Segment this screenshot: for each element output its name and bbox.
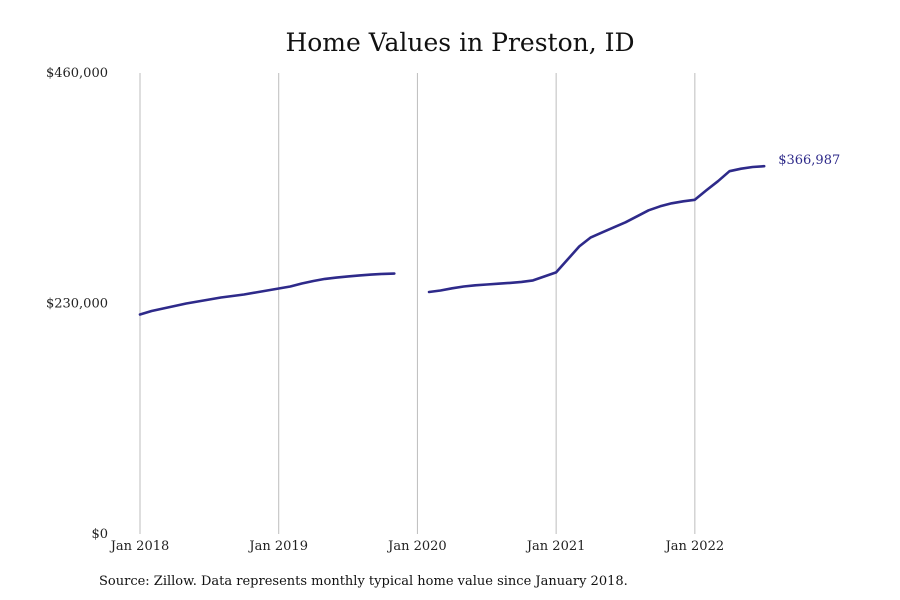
y-axis-ticks: $0 $230,000 $460,000 <box>46 66 108 542</box>
chart-title: Home Values in Preston, ID <box>285 28 634 57</box>
end-value-label: $366,987 <box>778 153 840 168</box>
source-note: Source: Zillow. Data represents monthly … <box>99 574 628 589</box>
series-layer <box>138 164 766 316</box>
x-tick-label: Jan 2022 <box>664 539 725 554</box>
x-axis-ticks: Jan 2018 Jan 2019 Jan 2020 Jan 2021 Jan 2022 <box>109 539 724 554</box>
y-tick-label: $230,000 <box>46 297 108 312</box>
x-tick-label: Jan 2018 <box>109 539 170 554</box>
series-line <box>427 164 766 294</box>
y-tick-label: $460,000 <box>46 66 108 81</box>
x-tick-label: Jan 2020 <box>386 539 447 554</box>
series-line <box>138 272 396 316</box>
x-tick-label: Jan 2021 <box>525 539 586 554</box>
y-tick-label: $0 <box>91 527 108 542</box>
x-tick-label: Jan 2019 <box>247 539 308 554</box>
gridlines <box>139 73 696 534</box>
